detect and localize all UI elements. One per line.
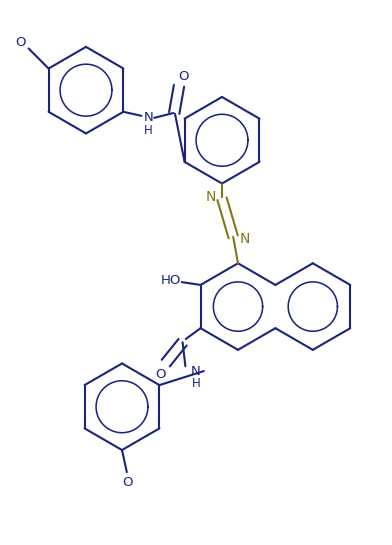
Text: O: O	[15, 36, 26, 49]
Text: N: N	[239, 232, 250, 246]
Text: H: H	[191, 377, 200, 390]
Text: N: N	[143, 111, 153, 124]
Text: N: N	[206, 190, 216, 204]
Text: O: O	[179, 70, 189, 83]
Text: H: H	[144, 124, 152, 137]
Text: O: O	[123, 476, 133, 489]
Text: N: N	[191, 365, 201, 378]
Text: HO: HO	[160, 274, 181, 287]
Text: O: O	[156, 368, 166, 381]
